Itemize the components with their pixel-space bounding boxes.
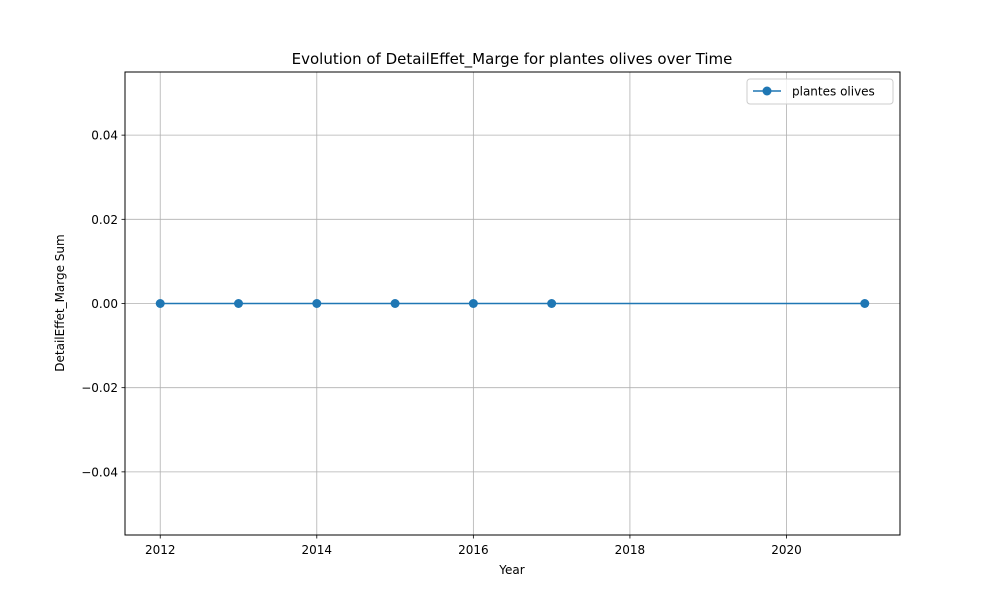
x-tick-label: 2020 [771, 543, 802, 557]
x-tick-label: 2016 [458, 543, 489, 557]
y-tick-label: −0.04 [81, 465, 118, 479]
y-tick-label: −0.02 [81, 381, 118, 395]
legend: plantes olives [746, 78, 894, 105]
legend-box [746, 78, 894, 105]
axis-ticks: 2012 2014 2016 2018 2020 0.04 0.02 0.00 −0.02 −0.… [81, 129, 802, 557]
legend-label-plantes-olives: plantes olives [792, 85, 875, 99]
y-axis-label: DetailEffet_Marge Sum [53, 234, 67, 371]
data-point [234, 299, 244, 308]
x-tick-label: 2014 [302, 543, 333, 557]
legend-marker-plantes-olives [762, 86, 772, 96]
x-tick-label: 2018 [615, 543, 646, 557]
data-point [390, 299, 400, 308]
y-tick-label: 0.04 [91, 129, 118, 143]
data-point [860, 299, 870, 308]
y-tick-label: 0.00 [91, 297, 118, 311]
y-tick-label: 0.02 [91, 213, 118, 227]
chart-title: Evolution of DetailEffet_Marge for plant… [292, 50, 733, 69]
x-axis-label: Year [498, 563, 524, 577]
data-point [155, 299, 165, 308]
data-point [547, 299, 557, 308]
data-point [468, 299, 478, 308]
series-layer [155, 299, 870, 308]
x-tick-label: 2012 [145, 543, 176, 557]
data-point [312, 299, 322, 308]
